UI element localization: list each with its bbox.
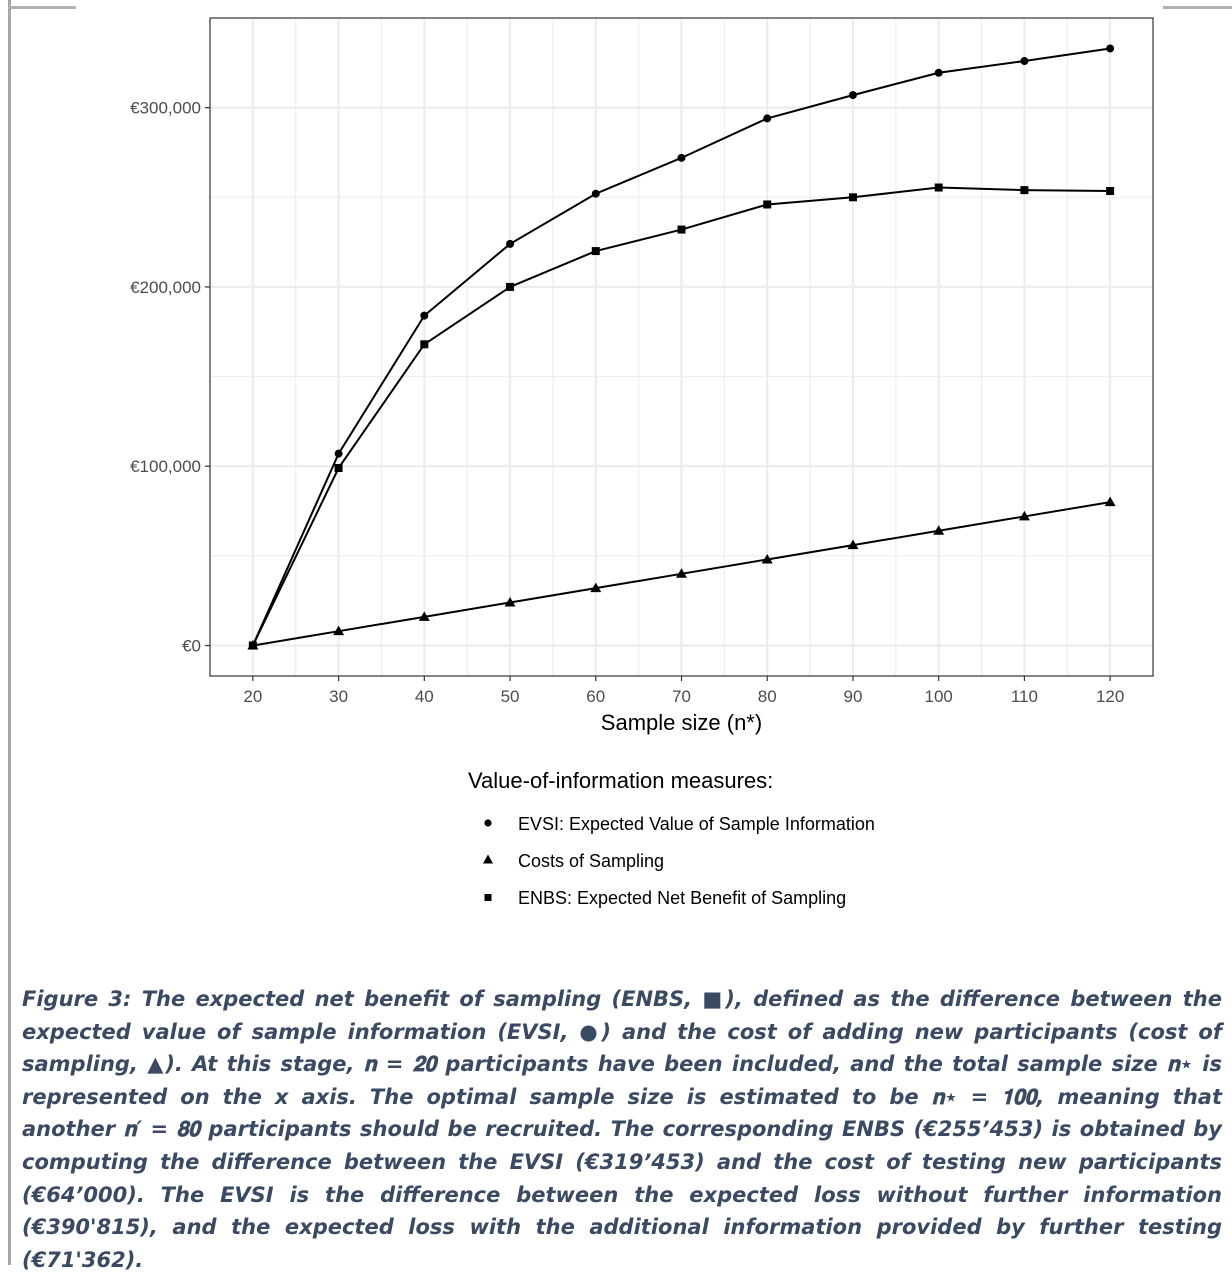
data-point-square (591, 247, 600, 256)
x-tick-label: 80 (758, 687, 777, 706)
x-tick-label: 120 (1096, 687, 1124, 706)
x-tick-label: 100 (924, 687, 952, 706)
legend-label-evsi: EVSI: Expected Value of Sample Informati… (518, 814, 875, 834)
grid-lines (210, 18, 1153, 676)
y-tick-label: €100,000 (130, 457, 201, 476)
legend: Value-of-information measures: EVSI: Exp… (468, 768, 968, 925)
data-point-square (934, 183, 943, 192)
legend-title: Value-of-information measures: (468, 768, 774, 793)
panel-border (209, 17, 1154, 677)
data-point-circle (506, 239, 515, 248)
page-frame-top-left (8, 6, 76, 9)
x-tick-label: 90 (843, 687, 862, 706)
data-point-circle (420, 311, 429, 320)
data-point-square (1106, 187, 1115, 196)
data-point-circle (334, 449, 343, 458)
x-tick-label: 60 (586, 687, 605, 706)
x-axis-label: Sample size (n*) (601, 710, 762, 735)
data-point-triangle (847, 539, 859, 550)
data-point-circle (763, 114, 772, 123)
data-point-triangle (761, 553, 773, 564)
data-point-square (848, 193, 857, 202)
data-point-triangle (1018, 510, 1030, 521)
data-point-square (334, 464, 343, 473)
x-tick-label: 70 (672, 687, 691, 706)
legend-item-evsi: EVSI: Expected Value of Sample Informati… (468, 814, 968, 851)
data-point-square (763, 200, 772, 209)
data-point-circle (1020, 57, 1029, 66)
data-point-square (1020, 186, 1029, 195)
page-frame-top-right (1163, 6, 1232, 9)
x-tick-label: 20 (243, 687, 262, 706)
square-marker-icon (484, 894, 492, 901)
page-frame-left (8, 0, 11, 1265)
y-tick-label: €200,000 (130, 278, 201, 297)
x-tick-label: 30 (329, 687, 348, 706)
x-tick-label: 110 (1011, 687, 1038, 706)
data-point-square (420, 340, 429, 349)
series-group (247, 44, 1116, 650)
data-point-triangle (504, 596, 516, 607)
data-point-circle (1106, 44, 1115, 53)
x-tick-label: 50 (501, 687, 520, 706)
triangle-marker-icon (483, 854, 493, 864)
legend-label-costs: Costs of Sampling (518, 851, 665, 871)
data-point-circle (591, 189, 600, 198)
legend-label-enbs: ENBS: Expected Net Benefit of Sampling (518, 888, 847, 908)
data-point-square (506, 282, 515, 291)
data-point-triangle (418, 611, 430, 621)
data-point-triangle (333, 625, 345, 636)
data-point-circle (677, 153, 686, 162)
data-point-triangle (933, 525, 945, 535)
data-point-triangle (1104, 496, 1116, 507)
data-point-circle (934, 68, 943, 77)
data-point-circle (848, 91, 857, 100)
circle-marker-icon (484, 819, 492, 827)
data-point-triangle (676, 568, 687, 578)
x-tick-label: 40 (415, 687, 434, 706)
data-point-triangle (590, 582, 602, 593)
line-chart: 20 30 40 50 60 70 80 90 100 110 120 €0 €100,000 €200,… (130, 17, 1154, 735)
axes: 20 30 40 50 60 70 80 90 100 110 120 €0 €100,000 €200,… (130, 99, 1124, 706)
y-tick-label: €0 (182, 637, 201, 656)
y-tick-label: €300,000 (130, 99, 201, 118)
figure-caption: Figure 3: The expected net benefit of sa… (22, 987, 1222, 1272)
legend-item-costs: Costs of Sampling (468, 851, 968, 888)
legend-item-enbs: ENBS: Expected Net Benefit of Sampling (468, 888, 968, 925)
data-point-square (248, 641, 257, 650)
data-point-square (677, 225, 686, 234)
